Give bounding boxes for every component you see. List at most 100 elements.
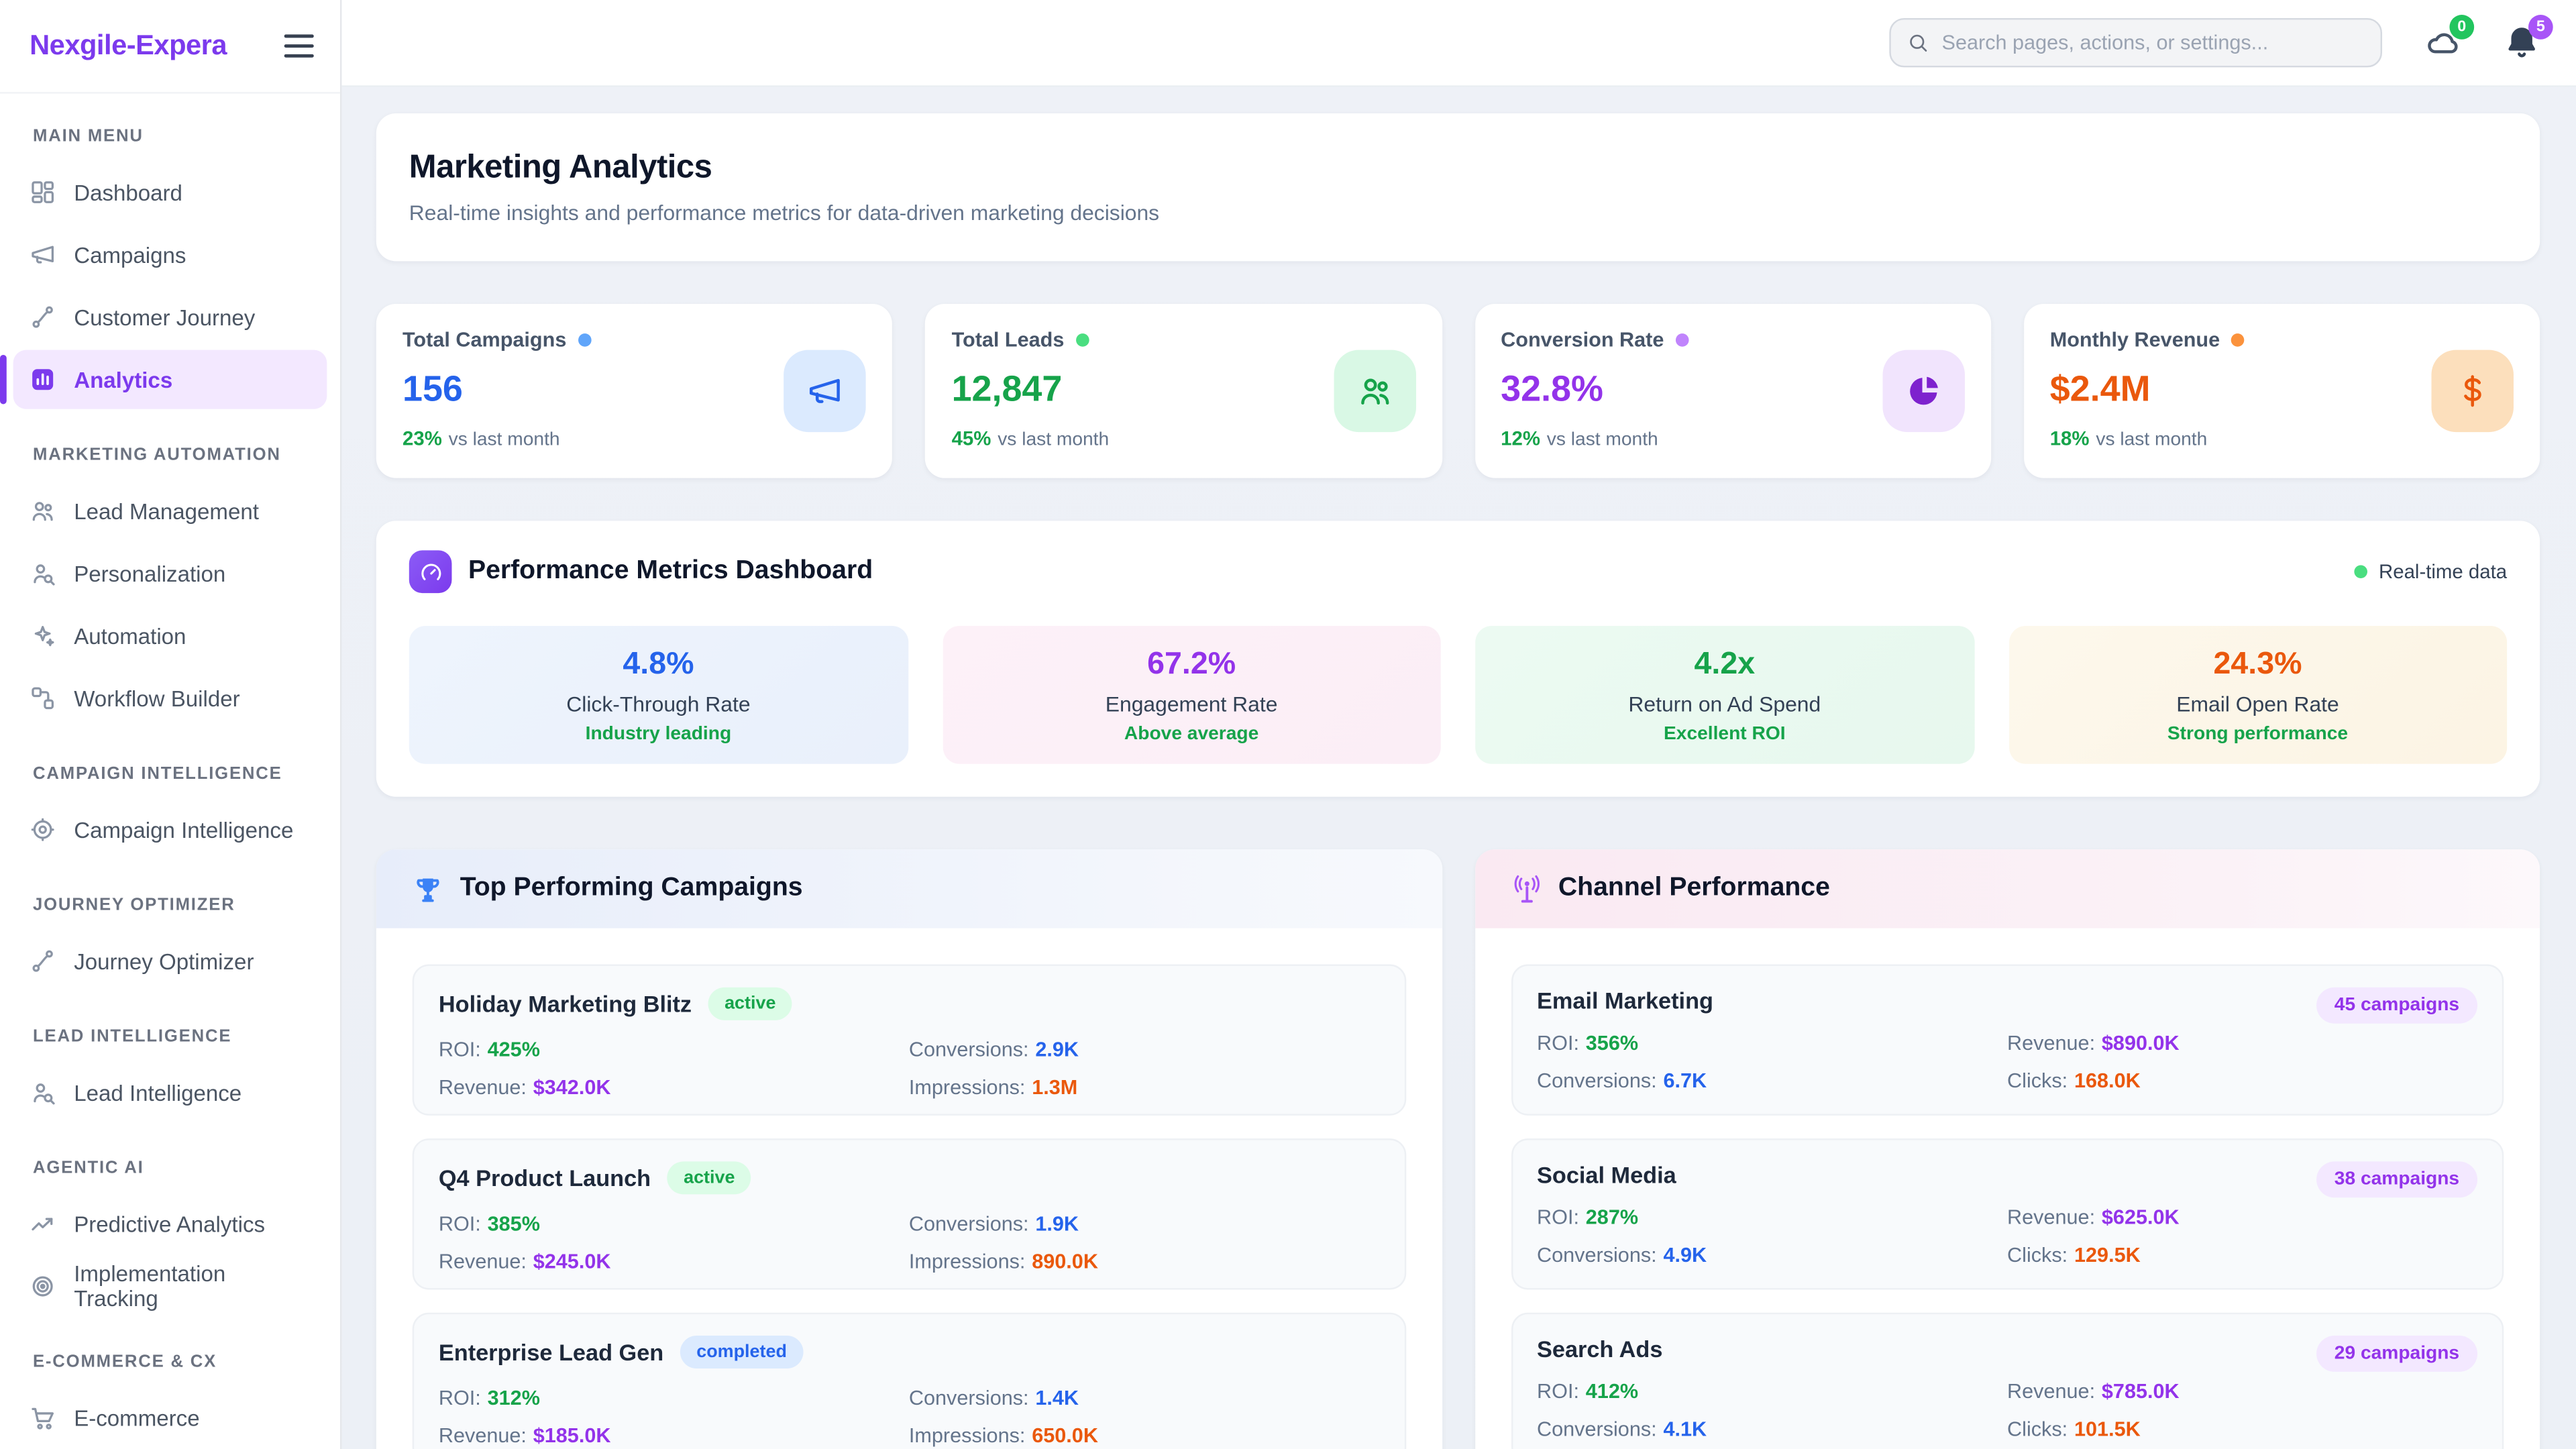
- sidebar-item-implementation-tracking[interactable]: Implementation Tracking: [13, 1256, 327, 1316]
- metric-note: Industry leading: [585, 723, 732, 744]
- topbar: 0 5: [341, 0, 2576, 87]
- metric-tile-ctr: 4.8% Click-Through Rate Industry leading: [409, 626, 908, 764]
- agent-icon: [30, 816, 56, 843]
- campaign-row-enterprise-lead-gen[interactable]: Enterprise Lead Gen completed ROI: 312% C…: [412, 1312, 1406, 1449]
- metric-value: 24.3%: [2213, 646, 2302, 682]
- stat-delta: 45% vs last month: [951, 427, 1110, 451]
- sidebar-item-label: Lead Intelligence: [74, 1080, 242, 1105]
- stats-row: Total Campaigns 156 23% vs last month Tot…: [376, 304, 2540, 478]
- top-campaigns-title: Top Performing Campaigns: [460, 873, 803, 902]
- section-label-ecommerce-cx: E-COMMERCE & CX: [32, 1352, 217, 1372]
- performance-metrics-panel: Performance Metrics Dashboard Real-time …: [376, 521, 2540, 797]
- cloud-status-button[interactable]: 0: [2425, 15, 2475, 61]
- route-icon: [30, 304, 56, 330]
- metric-label: Return on Ad Spend: [1628, 690, 1821, 716]
- sidebar-item-label: Automation: [74, 623, 186, 649]
- sidebar-item-label: Customer Journey: [74, 305, 256, 330]
- sidebar-item-label: Workflow Builder: [74, 686, 240, 711]
- channel-row-email-marketing[interactable]: Email Marketing 45 campaigns ROI: 356% Re…: [1510, 964, 2504, 1116]
- cloud-icon: [2425, 25, 2461, 61]
- antenna-icon: [1511, 873, 1542, 905]
- sidebar-item-label: Campaign Intelligence: [74, 817, 294, 843]
- bell-icon: [2504, 25, 2540, 61]
- notifications-button[interactable]: 5: [2504, 15, 2553, 61]
- stat-label: Total Campaigns: [402, 329, 866, 352]
- metric-note: Above average: [1124, 723, 1259, 744]
- status-badge: active: [708, 987, 792, 1020]
- stat-value: $2.4M: [2049, 368, 2151, 409]
- sidebar-item-workflow-builder[interactable]: Workflow Builder: [13, 669, 327, 728]
- sidebar-item-label: Predictive Analytics: [74, 1212, 266, 1236]
- metric-label: Engagement Rate: [1105, 690, 1278, 716]
- pie-chart-icon: [1882, 350, 1965, 433]
- sidebar-item-campaigns[interactable]: Campaigns: [13, 225, 327, 284]
- sidebar-item-automation[interactable]: Automation: [13, 606, 327, 665]
- page-header-card: Marketing Analytics Real-time insights a…: [376, 113, 2540, 262]
- campaign-name: Holiday Marketing Blitz: [438, 990, 692, 1017]
- sidebar-item-label: E-commerce: [74, 1405, 200, 1430]
- sidebar-item-ecommerce[interactable]: E-commerce: [13, 1388, 327, 1447]
- campaign-row-q4-product-launch[interactable]: Q4 Product Launch active ROI: 385% Conver…: [412, 1138, 1406, 1290]
- stat-label: Monthly Revenue: [2050, 329, 2514, 352]
- sidebar-item-lead-management[interactable]: Lead Management: [13, 482, 327, 541]
- realtime-dot: [2354, 565, 2367, 579]
- section-label-campaign-intelligence: CAMPAIGN INTELLIGENCE: [32, 763, 282, 784]
- campaign-stats: ROI: 385% Conversions: 1.9K Revenue: $245.0…: [438, 1212, 1098, 1273]
- channel-stats: ROI: 412% Revenue: $785.0K Conversions: 4.1…: [1537, 1380, 2180, 1441]
- campaign-name: Q4 Product Launch: [438, 1165, 651, 1191]
- status-dot: [1075, 333, 1089, 347]
- global-search[interactable]: [1889, 17, 2383, 68]
- sidebar-item-label: Campaigns: [74, 242, 186, 267]
- route-icon: [30, 948, 56, 974]
- stat-card-conversion-rate: Conversion Rate 32.8% 12% vs last month: [1474, 304, 1991, 478]
- channel-name: Search Ads: [1537, 1336, 1663, 1362]
- channel-stats: ROI: 356% Revenue: $890.0K Conversions: 6.7…: [1537, 1031, 2180, 1093]
- cloud-badge: 0: [2449, 15, 2475, 40]
- metric-tile-roas: 4.2x Return on Ad Spend Excellent ROI: [1475, 626, 1974, 764]
- dollar-icon: [2431, 350, 2514, 433]
- stat-delta: 18% vs last month: [2049, 427, 2208, 451]
- stat-value: 32.8%: [1501, 368, 1603, 409]
- sidebar: Nexgile-Expera MAIN MENU Dashboard Campa…: [0, 0, 342, 1449]
- target-icon: [30, 1273, 56, 1299]
- sidebar-item-journey-optimizer[interactable]: Journey Optimizer: [13, 932, 327, 991]
- brand-logo: Nexgile-Expera: [30, 30, 227, 61]
- status-badge: active: [667, 1161, 751, 1195]
- campaign-count-badge: 38 campaigns: [2316, 1161, 2478, 1198]
- stat-label: Total Leads: [952, 329, 1415, 352]
- channel-row-search-ads[interactable]: Search Ads 29 campaigns ROI: 412% Revenue…: [1510, 1312, 2504, 1449]
- user-search-icon: [30, 1079, 56, 1106]
- section-label-main-menu: MAIN MENU: [32, 126, 144, 146]
- stat-card-total-campaigns: Total Campaigns 156 23% vs last month: [376, 304, 893, 478]
- sidebar-item-analytics[interactable]: Analytics: [0, 350, 327, 409]
- content: Marketing Analytics Real-time insights a…: [341, 87, 2576, 1449]
- bottom-columns: Top Performing Campaigns Holiday Marketi…: [376, 849, 2540, 1449]
- page-subtitle: Real-time insights and performance metri…: [409, 200, 1160, 225]
- trending-up-icon: [30, 1211, 56, 1237]
- campaign-list: Holiday Marketing Blitz active ROI: 425% …: [376, 928, 1442, 1449]
- sidebar-item-dashboard[interactable]: Dashboard: [13, 162, 327, 221]
- sidebar-item-customer-journey[interactable]: Customer Journey: [13, 288, 327, 347]
- sidebar-item-campaign-intelligence[interactable]: Campaign Intelligence: [13, 800, 327, 859]
- channel-performance-panel: Channel Performance Email Marketing 45 c…: [1474, 849, 2540, 1449]
- channel-performance-header: Channel Performance: [1474, 849, 2540, 928]
- section-label-lead-intelligence: LEAD INTELLIGENCE: [32, 1026, 232, 1047]
- sidebar-item-lead-intelligence[interactable]: Lead Intelligence: [13, 1063, 327, 1122]
- menu-toggle-icon[interactable]: [284, 34, 314, 58]
- trophy-icon: [413, 873, 444, 905]
- notifications-badge: 5: [2528, 15, 2553, 40]
- top-campaigns-panel: Top Performing Campaigns Holiday Marketi…: [376, 849, 1442, 1449]
- page-title: Marketing Analytics: [409, 149, 712, 186]
- sidebar-item-predictive-analytics[interactable]: Predictive Analytics: [13, 1194, 327, 1253]
- channel-row-social-media[interactable]: Social Media 38 campaigns ROI: 287% Reven…: [1510, 1138, 2504, 1290]
- section-label-journey-optimizer: JOURNEY OPTIMIZER: [32, 895, 235, 916]
- dashboard-grid-icon: [30, 179, 56, 205]
- metric-value: 67.2%: [1147, 646, 1236, 682]
- sidebar-item-label: Journey Optimizer: [74, 949, 254, 974]
- users-icon: [30, 498, 56, 524]
- sidebar-item-personalization[interactable]: Personalization: [13, 544, 327, 603]
- search-input[interactable]: [1941, 31, 2365, 54]
- campaign-row-holiday-marketing-blitz[interactable]: Holiday Marketing Blitz active ROI: 425% …: [412, 964, 1406, 1116]
- section-label-marketing-automation: MARKETING AUTOMATION: [32, 445, 281, 466]
- bar-chart-icon: [30, 366, 56, 392]
